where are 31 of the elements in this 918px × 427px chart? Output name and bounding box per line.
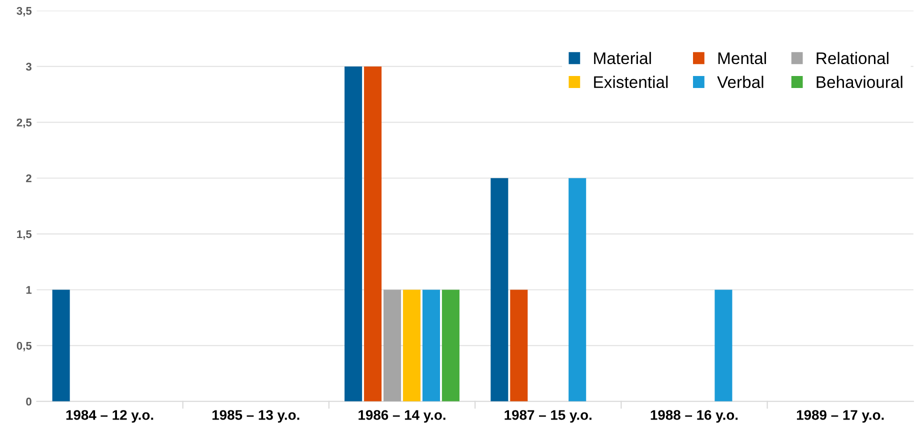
bar	[568, 178, 586, 402]
y-tick-label: 0,5	[16, 342, 32, 352]
x-tick-label: 1984 – 12 y.o.	[66, 410, 154, 423]
legend-label: Verbal	[717, 76, 764, 88]
bar	[402, 290, 421, 402]
bar	[490, 178, 508, 402]
bar	[422, 290, 440, 402]
bar	[364, 66, 382, 402]
y-tick-label: 2,5	[16, 118, 32, 128]
y-tick-label: 2	[26, 174, 32, 182]
y-tick-label: 3,5	[16, 6, 32, 16]
y-tick-label: 1,5	[17, 230, 32, 240]
legend-label: Material	[594, 52, 651, 64]
y-tick-label: 3	[26, 62, 32, 71]
legend-label: Behavioural	[816, 76, 902, 88]
bar	[344, 66, 362, 402]
y-tick-label: 0	[26, 398, 32, 406]
legend-label: Existential	[594, 76, 668, 88]
bar	[52, 290, 70, 402]
bar	[510, 290, 528, 402]
bar	[384, 290, 402, 402]
legend-label: Relational	[816, 52, 888, 64]
y-tick-label: 1	[26, 286, 32, 294]
bar	[442, 290, 460, 402]
x-tick-label: 1988 – 16 y.o.	[650, 410, 738, 423]
legend-label: Mental	[718, 52, 766, 64]
x-tick-label: 1987 – 15 y.o.	[504, 410, 592, 423]
x-tick-label: 1985 – 13 y.o.	[212, 410, 300, 423]
x-tick-label: 1986 – 14 y.o.	[358, 410, 446, 423]
x-tick-label: 1989 – 17 y.o.	[796, 410, 884, 423]
bar	[714, 290, 732, 402]
